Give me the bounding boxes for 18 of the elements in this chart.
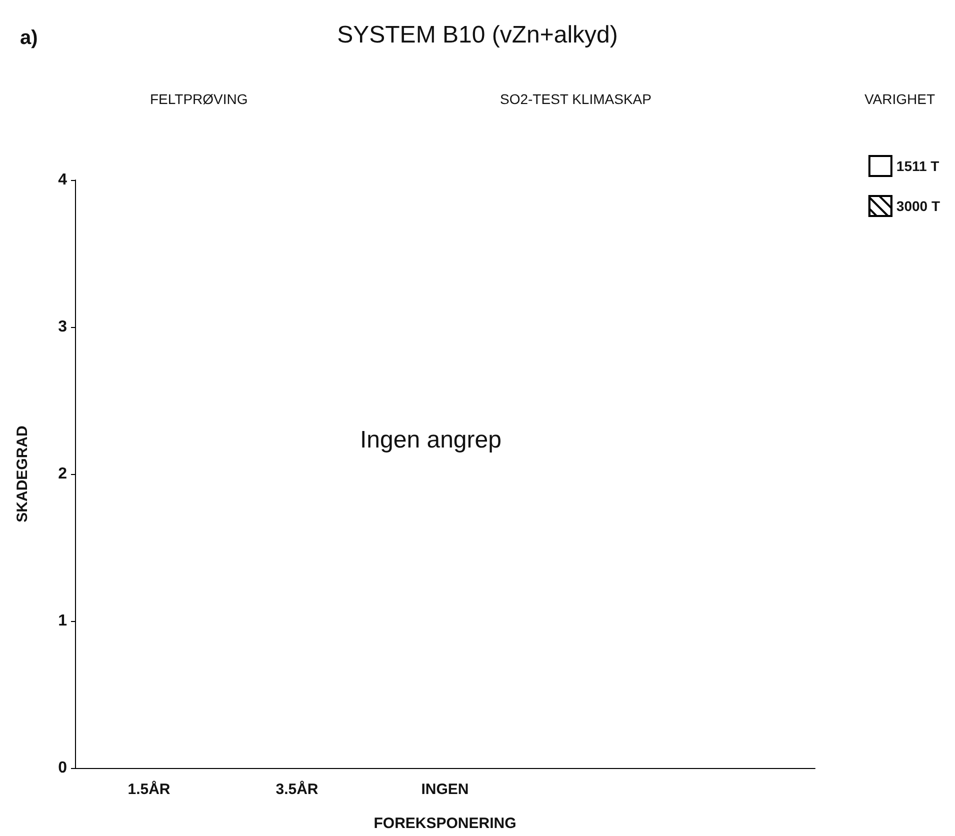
y-axis-title: SKADEGRAD (14, 426, 31, 522)
legend-label: 3000 T (896, 198, 940, 214)
text: a) (20, 27, 38, 49)
x-tick-label: 3.5ÅR (276, 780, 318, 798)
y-tick-label: 4 (58, 172, 68, 188)
chart-title: SYSTEM B10 (vZn+alkyd) (337, 22, 618, 48)
x-tick-label: 1.5ÅR (128, 780, 170, 798)
y-tick-label: 3 (58, 318, 68, 336)
y-tick-label: 2 (58, 466, 68, 482)
legend-label: 1511 T (896, 158, 940, 174)
x-tick-label: INGEN (421, 781, 469, 798)
y-tick-label: 1 (58, 612, 68, 630)
text: FELTPRØVING (150, 91, 248, 107)
text: SO2-TEST KLIMASKAP (500, 91, 652, 107)
annotation: Ingen angrep (360, 426, 502, 454)
legend-title: VARIGHET (864, 91, 936, 107)
x-axis-title: FOREKSPONERING (374, 815, 516, 832)
y-tick-label: 0 (58, 760, 68, 776)
